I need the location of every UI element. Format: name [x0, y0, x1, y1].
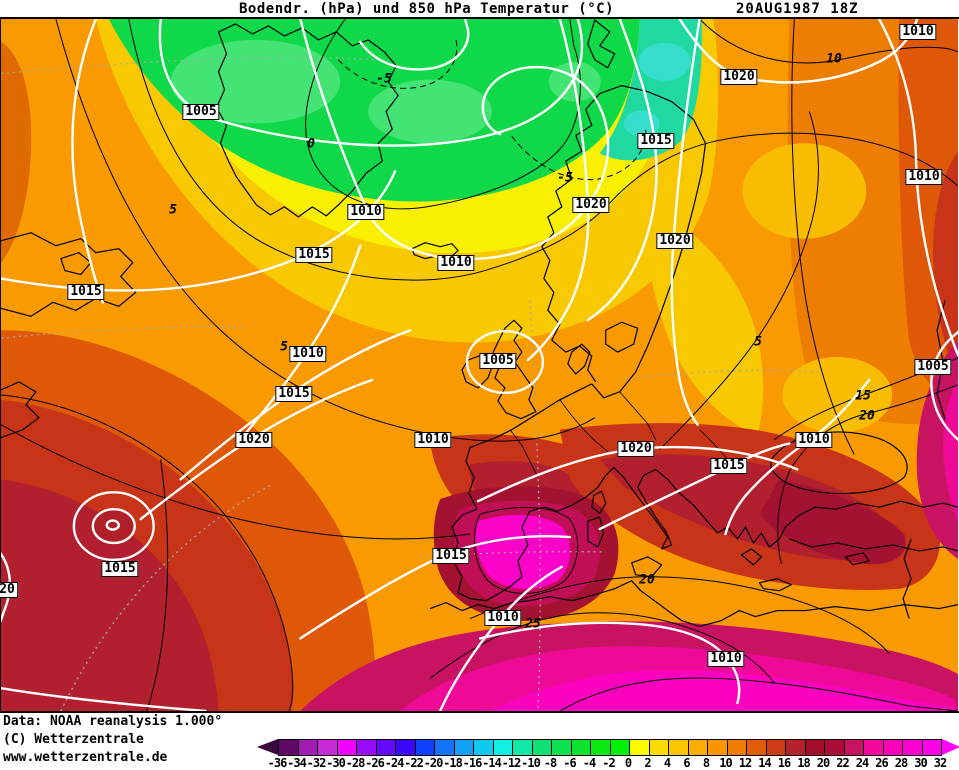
colorbar-cell — [532, 739, 552, 756]
colorbar-tick-label: 4 — [663, 756, 671, 770]
colorbar-tick-label: -20 — [423, 756, 444, 770]
copyright-text: (C) Wetterzentrale — [3, 732, 144, 747]
map-graphic — [1, 19, 958, 711]
colorbar-cell — [337, 739, 357, 756]
colorbar-tick-label: -16 — [462, 756, 483, 770]
colorbar-cell — [396, 739, 416, 756]
colorbar-cell — [688, 739, 708, 756]
colorbar-cell — [922, 739, 942, 756]
colorbar-tick-label: -32 — [306, 756, 327, 770]
colorbar-tick-label: -12 — [501, 756, 522, 770]
colorbar-tick-label: -34 — [287, 756, 307, 770]
map-datetime: 20AUG1987 18Z — [736, 1, 859, 17]
data-source-text: Data: NOAA reanalysis 1.000° — [3, 714, 223, 729]
colorbar-tick-label: 20 — [816, 756, 830, 770]
colorbar-tick-label: -2 — [602, 756, 615, 770]
colorbar-tick-label: 16 — [777, 756, 791, 770]
colorbar-tick-label: -24 — [384, 756, 405, 770]
colorbar-cell — [786, 739, 806, 756]
temperature-colorbar — [257, 739, 959, 756]
colorbar-left-arrow-icon — [257, 739, 278, 755]
colorbar-cell — [727, 739, 747, 756]
website-text: www.wetterzentrale.de — [3, 750, 168, 765]
colorbar-tick-label: -30 — [326, 756, 346, 770]
footer: Data: NOAA reanalysis 1.000° (C) Wetterz… — [0, 713, 959, 770]
colorbar-cell — [513, 739, 533, 756]
colorbar-tick-label: 26 — [875, 756, 888, 770]
colorbar-tick-label: 28 — [894, 756, 908, 770]
colorbar-tick-label: -22 — [404, 756, 424, 770]
colorbar-cell — [610, 739, 630, 756]
weather-map: 1005 1010 1015 1015 1010 1010 1005 1010 1020 1015… — [0, 17, 959, 713]
colorbar-cell — [357, 739, 377, 756]
colorbar-right-arrow-icon — [942, 739, 959, 755]
colorbar-cell — [493, 739, 513, 756]
colorbar-tick-label: -18 — [443, 756, 463, 770]
colorbar-cell — [864, 739, 884, 756]
colorbar-cell — [766, 739, 786, 756]
colorbar-tick-label: 30 — [914, 756, 927, 770]
colorbar-tick-label: -10 — [521, 756, 541, 770]
colorbar-tick-label: 24 — [855, 756, 869, 770]
colorbar-tick-label: -14 — [482, 756, 502, 770]
colorbar-tick-label: 8 — [702, 756, 710, 770]
colorbar-tick-label: 0 — [624, 756, 632, 770]
colorbar-labels: -36 -34 -32 -30 -28 -26 -24 -22 -20 -18 -16 -14 -12-… — [268, 756, 959, 770]
colorbar-tick-label: -8 — [543, 756, 557, 770]
colorbar-cell — [298, 739, 318, 756]
colorbar-cell — [591, 739, 611, 756]
colorbar-cell — [903, 739, 923, 756]
colorbar-tick-label: 32 — [933, 756, 947, 770]
colorbar-tick-label: 10 — [719, 756, 732, 770]
title-bar: Bodendr. (hPa) und 850 hPa Temperatur (°… — [0, 0, 959, 17]
colorbar-cell — [844, 739, 864, 756]
colorbar-cell — [454, 739, 474, 756]
colorbar-cell — [805, 739, 825, 756]
colorbar-tick-label: 14 — [758, 756, 771, 770]
page-title: Bodendr. (hPa) und 850 hPa Temperatur (°… — [239, 1, 615, 17]
colorbar-cell — [278, 739, 299, 756]
colorbar-cell — [747, 739, 767, 756]
colorbar-cell — [318, 739, 338, 756]
colorbar-tick-label: -4 — [582, 756, 596, 770]
colorbar-cell — [883, 739, 903, 756]
colorbar-cell — [474, 739, 494, 756]
colorbar-cells — [278, 739, 942, 756]
colorbar-cell — [552, 739, 572, 756]
colorbar-cell — [435, 739, 455, 756]
colorbar-tick-label: 12 — [738, 756, 752, 770]
colorbar-cell — [649, 739, 669, 756]
colorbar-cell — [415, 739, 435, 756]
colorbar-tick-label: -28 — [345, 756, 366, 770]
colorbar-tick-label: -36 — [267, 756, 288, 770]
colorbar-cell — [630, 739, 650, 756]
colorbar-tick-label: -6 — [563, 756, 576, 770]
colorbar-cell — [376, 739, 396, 756]
colorbar-tick-label: 18 — [797, 756, 810, 770]
colorbar-cell — [825, 739, 845, 756]
colorbar-tick-label: 22 — [836, 756, 849, 770]
colorbar-cell — [669, 739, 689, 756]
colorbar-cell — [571, 739, 591, 756]
colorbar-tick-label: 6 — [683, 756, 690, 770]
colorbar-tick-label: 2 — [644, 756, 651, 770]
colorbar-cell — [708, 739, 728, 756]
colorbar-tick-label: -26 — [365, 756, 385, 770]
